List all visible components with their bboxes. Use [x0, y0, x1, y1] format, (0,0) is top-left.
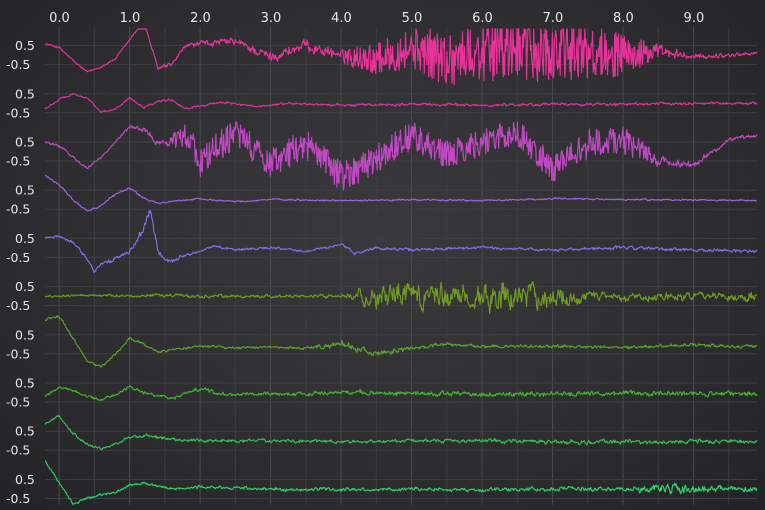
- y-tick-label: -0.5: [6, 443, 30, 458]
- series-line: [45, 460, 758, 505]
- y-tick-label: 0.5: [15, 327, 35, 342]
- series-line: [44, 414, 758, 451]
- x-tick-label: 3.0: [261, 11, 282, 26]
- x-tick-label: 8.0: [613, 11, 634, 26]
- series-row: 0.5 -0.5: [6, 121, 758, 191]
- series-line: [44, 28, 758, 86]
- y-tick-label: 0.5: [15, 86, 35, 101]
- y-tick-label: 0.5: [15, 279, 35, 294]
- series-row: 0.5 -0.5: [6, 28, 758, 86]
- x-tick-label: 2.0: [190, 11, 211, 26]
- y-tick-label: -0.5: [6, 105, 30, 120]
- y-tick-label: -0.5: [6, 491, 30, 506]
- y-tick-label: -0.5: [6, 57, 30, 72]
- y-tick-label: -0.5: [6, 346, 30, 361]
- y-tick-label: 0.5: [15, 376, 35, 391]
- series-row: 0.5 -0.5: [6, 414, 758, 458]
- series-row: 0.5 -0.5: [6, 315, 758, 368]
- x-tick-label: 1.0: [120, 11, 141, 26]
- series-line: [44, 92, 758, 113]
- series-row: 0.5 -0.5: [6, 174, 757, 217]
- x-tick-label: 9.0: [684, 11, 705, 26]
- series-line: [44, 280, 758, 315]
- grid: [45, 27, 757, 505]
- y-tick-label: 0.5: [15, 135, 35, 150]
- y-tick-label: 0.5: [15, 424, 35, 439]
- y-tick-label: 0.5: [15, 183, 35, 198]
- series-line: [44, 121, 758, 191]
- y-tick-label: -0.5: [6, 395, 30, 410]
- series-line: [44, 174, 757, 212]
- y-tick-label: 0.5: [15, 231, 35, 246]
- x-tick-label: 7.0: [543, 11, 564, 26]
- x-tick-label: 0.0: [49, 11, 70, 26]
- series-row: 0.5 -0.5: [6, 210, 758, 274]
- series-line: [44, 385, 758, 401]
- y-tick-label: -0.5: [6, 250, 30, 265]
- x-tick-label: 5.0: [402, 11, 423, 26]
- series-row: 0.5 -0.5: [6, 460, 758, 506]
- y-tick-label: -0.5: [6, 202, 30, 217]
- x-tick-label: 6.0: [472, 11, 493, 26]
- y-tick-label: 0.5: [15, 472, 35, 487]
- y-tick-label: -0.5: [6, 154, 30, 169]
- y-tick-label: -0.5: [6, 298, 30, 313]
- series-row: 0.5 -0.5: [6, 86, 758, 120]
- series-row: 0.5 -0.5: [6, 279, 758, 315]
- series-line: [44, 315, 758, 368]
- series-row: 0.5 -0.5: [6, 376, 758, 410]
- series-line: [44, 210, 758, 274]
- y-tick-label: 0.5: [15, 38, 35, 53]
- x-tick-label: 4.0: [331, 11, 352, 26]
